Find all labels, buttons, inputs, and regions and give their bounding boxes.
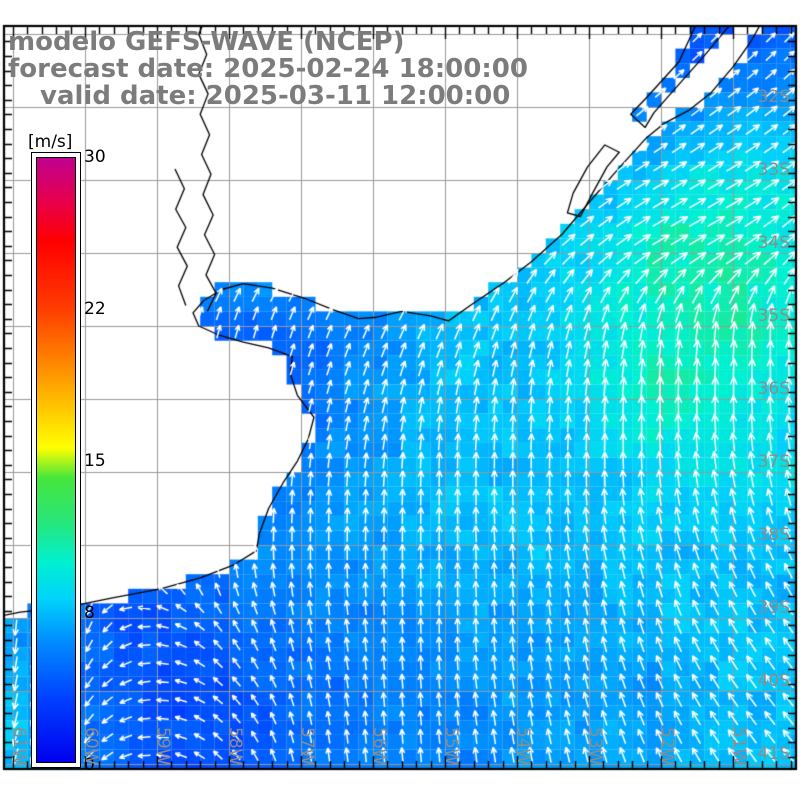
colorbar-tick-0: 0 <box>84 755 95 775</box>
colorbar-tick-30: 30 <box>84 147 106 167</box>
latitude-label: 36S <box>757 379 790 399</box>
longitude-label: 55W <box>441 727 461 766</box>
colorbar-gradient <box>32 153 80 767</box>
colorbar-tick-22: 22 <box>84 299 106 319</box>
model-title: modelo GEFS-WAVE (NCEP) <box>8 27 405 57</box>
latitude-label: 32S <box>757 87 790 107</box>
longitude-label: 53W <box>585 727 605 766</box>
latitude-label: 33S <box>757 160 790 180</box>
colorbar-tick-8: 8 <box>84 603 95 623</box>
latitude-label: 37S <box>757 452 790 472</box>
colorbar-tick-15: 15 <box>84 451 106 471</box>
latitude-label: 35S <box>757 306 790 326</box>
latitude-label: 34S <box>757 233 790 253</box>
longitude-label: 52W <box>657 727 677 766</box>
forecast-date-text: forecast date: 2025-02-24 18:00:00 <box>8 54 528 84</box>
longitude-label: 59W <box>153 727 173 766</box>
longitude-label: 51W <box>729 727 749 766</box>
longitude-label: 58W <box>225 727 245 766</box>
longitude-label: 60W <box>81 727 101 766</box>
latitude-label: 39S <box>757 598 790 618</box>
longitude-label: 56W <box>369 727 389 766</box>
latitude-label: 40S <box>757 671 790 691</box>
longitude-label: 61W <box>9 727 29 766</box>
latitude-label: 41S <box>757 744 790 764</box>
colorbar-unit-label: [m/s] <box>28 132 73 152</box>
latitude-label: 38S <box>757 525 790 545</box>
longitude-label: 57W <box>297 727 317 766</box>
valid-date-text: valid date: 2025-03-11 12:00:00 <box>40 81 511 111</box>
longitude-label: 54W <box>513 727 533 766</box>
